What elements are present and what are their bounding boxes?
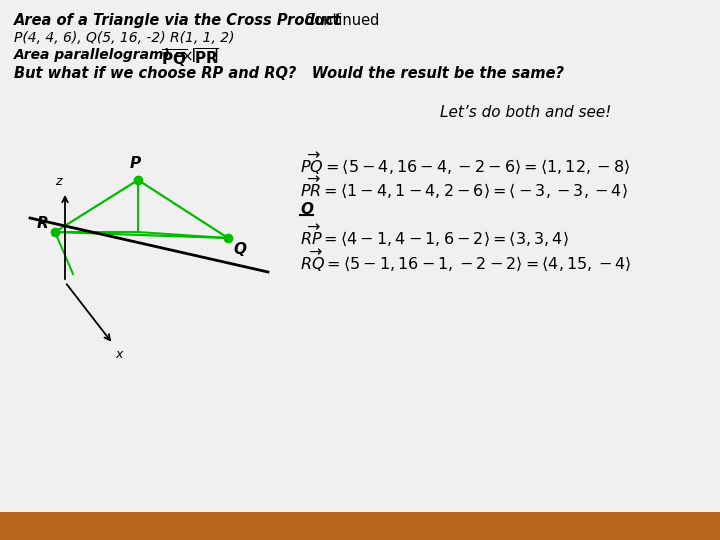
Text: P: P [130, 156, 141, 171]
Text: Area parallelogram) = |: Area parallelogram) = | [14, 48, 197, 62]
Text: $\times$: $\times$ [180, 48, 193, 63]
Text: $\overrightarrow{PR} = \langle 1-4,1-4,2-6\rangle = \langle -3,-3,-4\rangle$: $\overrightarrow{PR} = \langle 1-4,1-4,2… [300, 174, 628, 200]
Text: $\overline{\mathbf{PR}}$: $\overline{\mathbf{PR}}$ [194, 48, 219, 68]
Text: Q: Q [300, 202, 313, 217]
Text: |: | [213, 48, 218, 62]
Text: $\overrightarrow{RQ} = \langle 5-1,16-1,-2-2\rangle = \langle 4,15,-4\rangle$: $\overrightarrow{RQ} = \langle 5-1,16-1,… [300, 247, 631, 273]
Text: But what if we choose RP and RQ?   Would the result be the same?: But what if we choose RP and RQ? Would t… [14, 66, 564, 81]
Text: $\overrightarrow{RP} = \langle 4-1,4-1,6-2\rangle = \langle 3,3,4\rangle$: $\overrightarrow{RP} = \langle 4-1,4-1,6… [300, 222, 569, 248]
Text: Continued: Continued [304, 13, 379, 28]
Text: P(4, 4, 6), Q(5, 16, -2) R(1, 1, 2): P(4, 4, 6), Q(5, 16, -2) R(1, 1, 2) [14, 31, 235, 45]
Text: $\overrightarrow{PQ} = \langle 5-4,16-4,-2-6\rangle = \langle 1,12,-8\rangle$: $\overrightarrow{PQ} = \langle 5-4,16-4,… [300, 150, 630, 176]
Text: Q: Q [233, 242, 246, 257]
Text: Area of a Triangle via the Cross Product: Area of a Triangle via the Cross Product [14, 13, 342, 28]
Text: x: x [115, 348, 122, 361]
FancyBboxPatch shape [0, 512, 720, 540]
Text: R: R [37, 216, 49, 231]
Text: z: z [55, 175, 61, 188]
Text: Let’s do both and see!: Let’s do both and see! [440, 105, 611, 120]
Text: $\overline{\mathbf{PQ}}$: $\overline{\mathbf{PQ}}$ [161, 48, 187, 70]
